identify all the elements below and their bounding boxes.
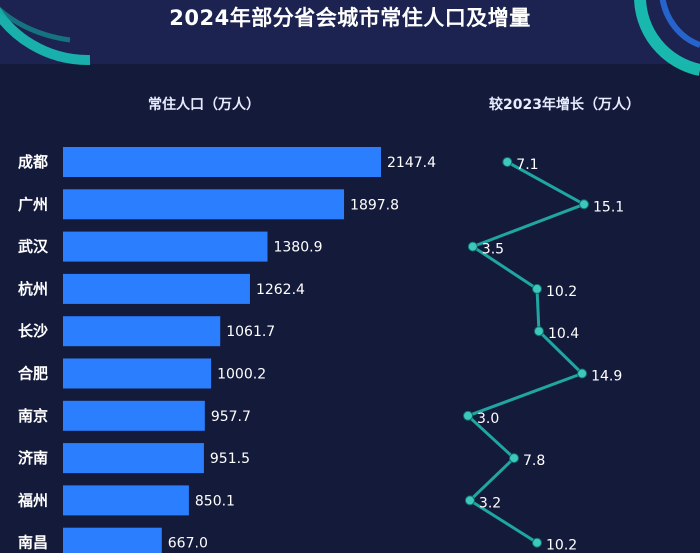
growth-point bbox=[532, 537, 543, 548]
category-label: 南京 bbox=[18, 407, 48, 425]
growth-value-label: 10.2 bbox=[546, 284, 577, 300]
population-value-label: 1262.4 bbox=[256, 282, 305, 298]
growth-value-label: 3.5 bbox=[482, 242, 504, 258]
growth-value-label: 3.0 bbox=[477, 411, 499, 427]
population-bar bbox=[63, 485, 189, 516]
population-bar bbox=[63, 189, 345, 220]
population-value-label: 1380.9 bbox=[273, 240, 322, 256]
growth-value-label: 7.8 bbox=[523, 453, 545, 469]
category-label: 广州 bbox=[18, 195, 48, 213]
growth-column-title: 较2023年增长（万人） bbox=[489, 97, 640, 113]
population-bar bbox=[63, 443, 204, 474]
growth-point bbox=[463, 410, 473, 421]
growth-value-label: 10.4 bbox=[548, 326, 579, 342]
growth-point bbox=[502, 157, 513, 167]
growth-point bbox=[579, 199, 589, 210]
decoration-arc-left-inner bbox=[0, 6, 71, 43]
category-label: 杭州 bbox=[18, 280, 48, 298]
category-label: 武汉 bbox=[18, 238, 49, 256]
growth-point bbox=[533, 326, 544, 337]
category-label: 福州 bbox=[17, 491, 48, 509]
category-label: 南昌 bbox=[18, 534, 48, 552]
growth-value-label: 10.2 bbox=[546, 538, 577, 553]
header-band bbox=[0, 0, 700, 64]
category-label: 长沙 bbox=[18, 322, 48, 340]
population-bar bbox=[63, 527, 162, 553]
population-value-label: 850.1 bbox=[195, 493, 235, 509]
growth-series-line bbox=[466, 160, 586, 544]
decoration-arc-left bbox=[0, 7, 91, 66]
population-value-label: 1061.7 bbox=[226, 324, 275, 340]
growth-value-label: 15.1 bbox=[593, 199, 624, 215]
population-value-label: 1897.8 bbox=[350, 197, 399, 213]
growth-point bbox=[467, 241, 478, 252]
population-column-title: 常住人口（万人） bbox=[148, 97, 260, 113]
population-bar bbox=[63, 316, 221, 347]
growth-point bbox=[464, 495, 475, 506]
growth-point bbox=[532, 283, 543, 294]
population-value-label: 951.5 bbox=[210, 451, 250, 467]
category-label: 济南 bbox=[18, 449, 48, 467]
population-value-label: 2147.4 bbox=[387, 155, 436, 171]
population-bar bbox=[63, 400, 205, 431]
page-title: 2024年部分省会城市常住人口及增量 bbox=[169, 6, 531, 30]
decoration-arc-right-inner bbox=[659, 0, 700, 48]
population-value-label: 1000.2 bbox=[217, 367, 266, 383]
population-bar bbox=[63, 231, 268, 262]
population-bar bbox=[63, 358, 212, 389]
category-label: 成都 bbox=[18, 153, 48, 171]
population-bar bbox=[63, 147, 381, 177]
growth-value-label: 14.9 bbox=[591, 369, 622, 385]
growth-point bbox=[577, 368, 588, 379]
decoration-arc-right bbox=[634, 0, 700, 76]
population-value-label: 957.7 bbox=[211, 409, 251, 425]
category-label: 合肥 bbox=[17, 365, 48, 383]
growth-value-label: 7.1 bbox=[516, 157, 538, 173]
growth-value-label: 3.2 bbox=[479, 495, 501, 511]
population-bar bbox=[63, 273, 250, 304]
growth-point bbox=[509, 453, 520, 464]
population-value-label: 667.0 bbox=[168, 536, 208, 552]
